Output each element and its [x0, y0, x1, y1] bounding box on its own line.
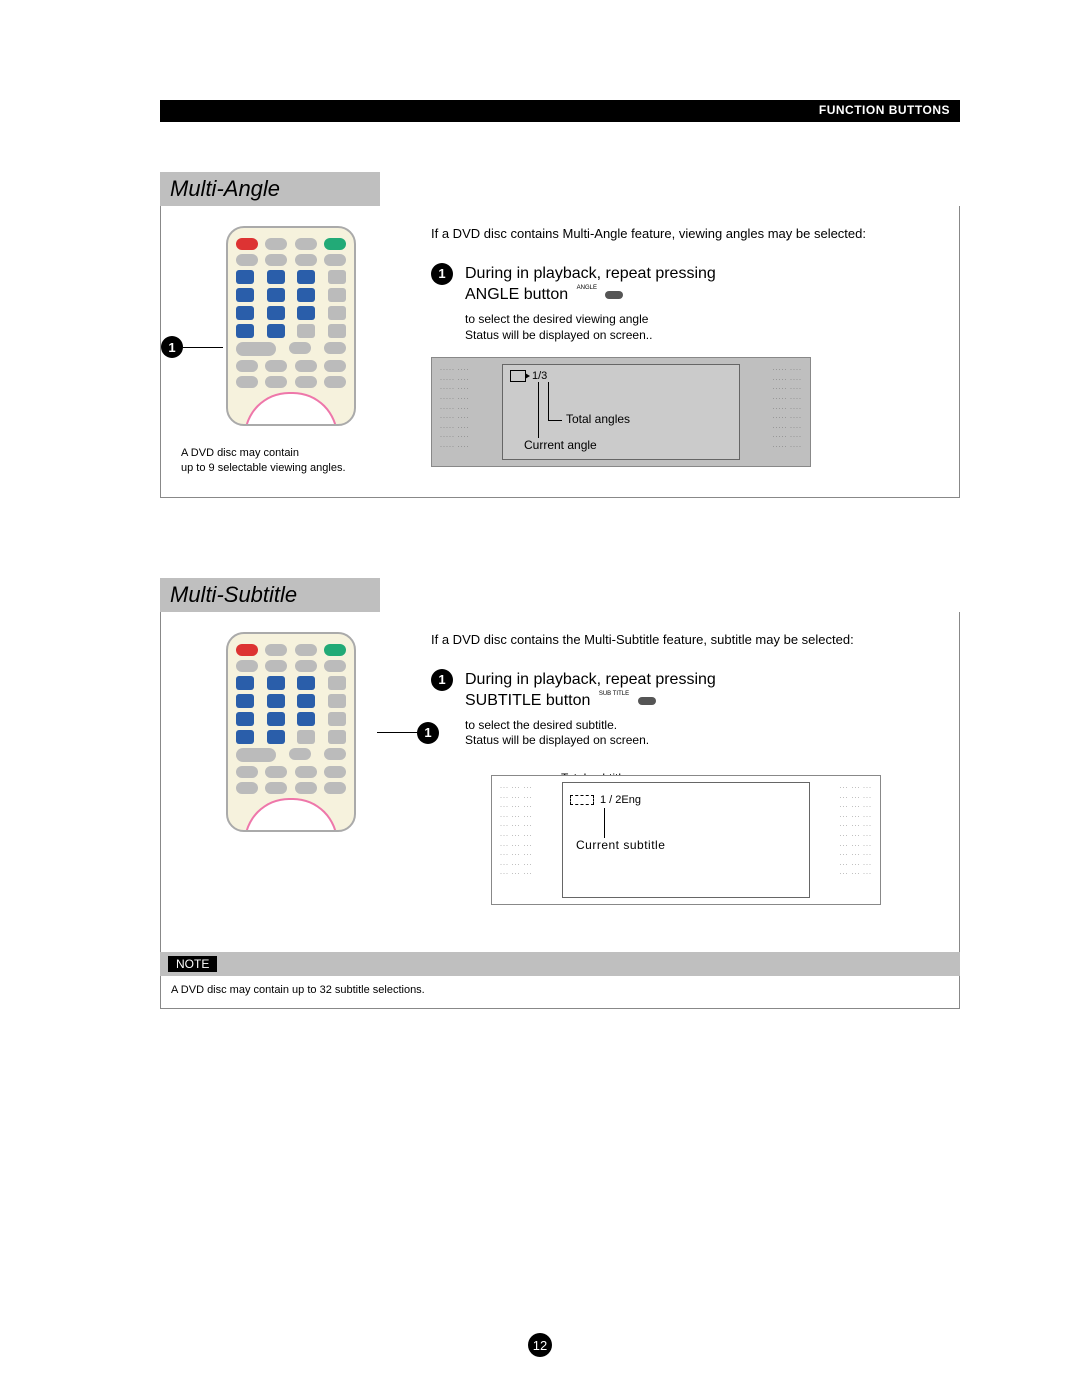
section-multi-angle: Multi-Angle 1 — [160, 172, 960, 498]
ann-line — [604, 808, 605, 838]
step-line1: During in playback, repeat pressing — [465, 671, 716, 688]
remote-column: 1 — [181, 226, 401, 477]
desc-line2: Status will be displayed on screen. — [465, 733, 649, 747]
callout-line — [183, 347, 223, 348]
ann-current: Current angle — [524, 438, 597, 452]
section-body: 1 If a DVD disc contains the Multi-Subti… — [160, 612, 960, 952]
remote-column: 1 — [181, 632, 401, 905]
remote-note: A DVD disc may contain up to 9 selectabl… — [181, 446, 401, 477]
osd-value: 1 / 2Eng — [600, 794, 641, 806]
section-body: 1 — [160, 206, 960, 498]
manual-page: FUNCTION BUTTONS Multi-Angle 1 — [0, 0, 1080, 1397]
page-number: 12 — [528, 1333, 552, 1357]
tv-dots-left: ··· ··· ······ ··· ······ ··· ······ ···… — [500, 784, 532, 880]
step-text: During in playback, repeat pressing ANGL… — [465, 263, 716, 306]
ann-current: Current subtitle — [576, 838, 665, 852]
desc-line1: to select the desired subtitle. — [465, 718, 617, 732]
tv-dots-right: ··· ··· ······ ··· ······ ··· ······ ···… — [840, 784, 872, 880]
ann-line — [548, 420, 562, 421]
desc-line2: Status will be displayed on screen.. — [465, 328, 652, 342]
intro-text: If a DVD disc contains Multi-Angle featu… — [431, 226, 939, 243]
button-tiny-icon — [605, 291, 623, 299]
tv-dots-right: ····· ········· ········· ········· ····… — [772, 366, 802, 452]
step-line1: During in playback, repeat pressing — [465, 265, 716, 282]
remote-illustration — [226, 632, 356, 832]
button-tiny-icon — [638, 697, 656, 705]
step-desc: to select the desired subtitle. Status w… — [465, 718, 939, 749]
tv-osd-box: ····· ········· ········· ········· ····… — [431, 357, 811, 467]
section-title: Multi-Subtitle — [160, 578, 380, 612]
step-1: 1 During in playback, repeat pressing SU… — [431, 669, 939, 712]
intro-text: If a DVD disc contains the Multi-Subtitl… — [431, 632, 939, 649]
header-label: FUNCTION BUTTONS — [819, 103, 950, 117]
camera-angle-icon — [510, 370, 526, 382]
subtitle-icon — [570, 795, 594, 805]
step-badge: 1 — [431, 669, 453, 691]
section-title: Multi-Angle — [160, 172, 380, 206]
ann-line — [548, 382, 549, 420]
note-tag: NOTE — [168, 956, 217, 972]
tv-osd-box: ··· ··· ······ ··· ······ ··· ······ ···… — [491, 775, 881, 905]
step-line2: ANGLE button — [465, 286, 568, 303]
step-1: 1 During in playback, repeat pressing AN… — [431, 263, 939, 306]
text-column: If a DVD disc contains the Multi-Subtitl… — [431, 632, 939, 905]
note-body: A DVD disc may contain up to 32 subtitle… — [160, 976, 960, 1009]
note-text: A DVD disc may contain up to 32 subtitle… — [171, 984, 425, 996]
osd-display: 1/3 — [510, 370, 547, 382]
section-multi-subtitle: Multi-Subtitle — [160, 578, 960, 1009]
step-text: During in playback, repeat pressing SUBT… — [465, 669, 716, 712]
step-badge: 1 — [431, 263, 453, 285]
remote-illustration — [226, 226, 356, 426]
step-desc: to select the desired viewing angle Stat… — [465, 312, 939, 343]
callout-pointer: 1 — [161, 336, 223, 358]
ann-total: Total angles — [566, 412, 630, 426]
tv-dots-left: ····· ········· ········· ········· ····… — [440, 366, 470, 452]
callout-line — [377, 732, 417, 733]
header-bar: FUNCTION BUTTONS — [160, 100, 960, 122]
text-column: If a DVD disc contains Multi-Angle featu… — [431, 226, 939, 477]
note-strip: NOTE — [160, 952, 960, 976]
button-tiny-label: SUB TITLE — [599, 690, 629, 698]
button-tiny-label: ANGLE — [577, 284, 597, 292]
step-line2: SUBTITLE button — [465, 692, 590, 709]
remote-note-line1: A DVD disc may contain — [181, 447, 299, 459]
osd-display: 1 / 2Eng — [570, 794, 641, 806]
osd-value: 1/3 — [532, 370, 547, 382]
callout-badge: 1 — [161, 336, 183, 358]
callout-pointer: 1 — [377, 722, 439, 744]
remote-note-line2: up to 9 selectable viewing angles. — [181, 462, 346, 474]
ann-line — [538, 382, 539, 438]
callout-badge: 1 — [417, 722, 439, 744]
desc-line1: to select the desired viewing angle — [465, 312, 648, 326]
